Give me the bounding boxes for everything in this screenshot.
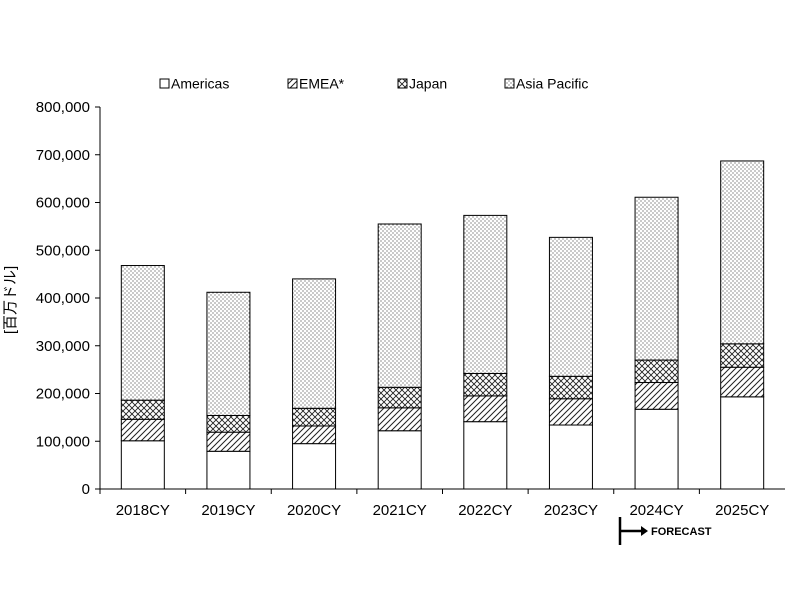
- y-tick-label: 800,000: [36, 99, 90, 116]
- bar-segment-asia-pacific: [720, 160, 765, 345]
- y-tick-label: 400,000: [36, 290, 90, 307]
- bar-segment-asia-pacific: [120, 265, 165, 401]
- y-tick-label: 100,000: [36, 433, 90, 450]
- bar-segment-asia-pacific: [206, 291, 251, 416]
- bar-segment-japan: [548, 375, 593, 400]
- legend-swatch: [159, 78, 170, 89]
- x-tick-label: 2020CY: [287, 502, 341, 519]
- bar-segment-japan: [120, 399, 165, 420]
- bars: [120, 160, 765, 490]
- bar-segment-emea: [548, 398, 593, 426]
- legend-swatch: [397, 78, 408, 89]
- x-tick-label: 2018CY: [116, 502, 170, 519]
- y-tick-label: 700,000: [36, 147, 90, 164]
- bar-segment-japan: [463, 372, 508, 397]
- bar-segment-asia-pacific: [634, 196, 679, 361]
- bar-segment-emea: [292, 425, 337, 445]
- y-axis-label: [百万ドル]: [2, 266, 19, 334]
- legend-swatch: [504, 78, 515, 89]
- bar-segment-americas: [634, 408, 679, 490]
- legend: Americas EMEA* Japan Asia Pacific: [159, 76, 588, 92]
- bar-segment-americas: [377, 430, 422, 490]
- bar-segment-americas: [548, 424, 593, 490]
- legend-label: Asia Pacific: [516, 76, 588, 92]
- forecast-arrow-head: [641, 526, 648, 536]
- x-tick-label: 2024CY: [629, 502, 683, 519]
- y-tick-label: 300,000: [36, 338, 90, 355]
- bar-segment-japan: [292, 407, 337, 427]
- bar-segment-emea: [720, 366, 765, 398]
- bar-segment-americas: [463, 421, 508, 490]
- x-tick-label: 2023CY: [544, 502, 598, 519]
- forecast-annotation: FORECAST: [618, 517, 712, 545]
- bar-segment-americas: [120, 440, 165, 490]
- legend-label: Americas: [171, 76, 229, 92]
- bar-segment-japan: [377, 386, 422, 409]
- bar-segment-emea: [463, 395, 508, 423]
- x-tick-label: 2025CY: [715, 502, 769, 519]
- y-tick-label: 600,000: [36, 195, 90, 212]
- x-tick-label: 2021CY: [373, 502, 427, 519]
- bar-segment-japan: [634, 359, 679, 384]
- x-tick-label: 2019CY: [201, 502, 255, 519]
- bar-segment-japan: [720, 343, 765, 368]
- forecast-label: FORECAST: [651, 526, 712, 538]
- legend-label: EMEA*: [299, 76, 345, 92]
- axes: 0 100,000 200,000 300,000 400,000 500,000 600,…: [36, 99, 785, 519]
- bar-segment-emea: [120, 418, 165, 442]
- bar-segment-emea: [634, 382, 679, 410]
- bar-segment-americas: [292, 443, 337, 490]
- bar-segment-americas: [206, 450, 251, 490]
- axis-labels: [百万ドル]: [2, 266, 19, 334]
- bar-segment-asia-pacific: [377, 223, 422, 388]
- bar-segment-asia-pacific: [463, 214, 508, 374]
- legend-swatch: [287, 78, 298, 89]
- bar-segment-asia-pacific: [548, 236, 593, 377]
- y-tick-label: 0: [82, 481, 90, 498]
- x-tick-label: 2022CY: [458, 502, 512, 519]
- bar-segment-emea: [377, 407, 422, 432]
- bar-segment-japan: [206, 414, 251, 433]
- y-tick-label: 200,000: [36, 386, 90, 403]
- bar-segment-americas: [720, 396, 765, 490]
- bar-segment-asia-pacific: [292, 278, 337, 409]
- bar-segment-emea: [206, 431, 251, 452]
- legend-label: Japan: [409, 76, 447, 92]
- y-tick-label: 500,000: [36, 242, 90, 259]
